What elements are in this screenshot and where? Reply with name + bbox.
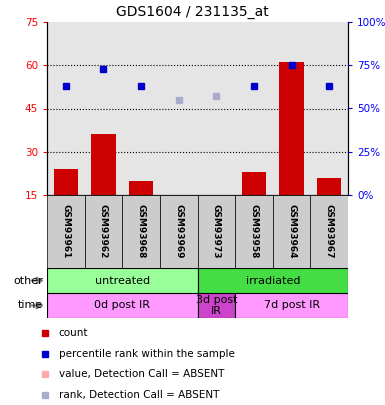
Text: GSM93968: GSM93968 [137, 204, 146, 259]
Bar [166, 195, 191, 198]
Text: 7d post IR: 7d post IR [263, 301, 320, 311]
Bar [47, 293, 198, 318]
Bar [273, 195, 310, 268]
Text: other: other [13, 275, 43, 286]
Bar [54, 169, 78, 195]
Text: untreated: untreated [95, 275, 150, 286]
Bar [198, 268, 348, 293]
Text: rank, Detection Call = ABSENT: rank, Detection Call = ABSENT [59, 390, 219, 400]
Text: GSM93969: GSM93969 [174, 204, 183, 259]
Text: count: count [59, 328, 88, 338]
Text: percentile rank within the sample: percentile rank within the sample [59, 349, 235, 359]
Bar [122, 22, 160, 195]
Text: GSM93964: GSM93964 [287, 204, 296, 259]
Text: GSM93973: GSM93973 [212, 204, 221, 259]
Bar [91, 134, 115, 195]
Bar [198, 22, 235, 195]
Bar [122, 195, 160, 268]
Bar [317, 178, 341, 195]
Bar [47, 22, 85, 195]
Text: 0d post IR: 0d post IR [94, 301, 150, 311]
Bar [47, 195, 85, 268]
Bar [47, 268, 198, 293]
Bar [273, 22, 310, 195]
Text: time: time [18, 301, 43, 311]
Bar [310, 22, 348, 195]
Text: GSM93958: GSM93958 [249, 204, 258, 259]
Bar [235, 22, 273, 195]
Bar [310, 195, 348, 268]
Text: value, Detection Call = ABSENT: value, Detection Call = ABSENT [59, 369, 224, 379]
Bar [242, 172, 266, 195]
Bar [129, 181, 153, 195]
Bar [204, 195, 229, 198]
Text: irradiated: irradiated [246, 275, 300, 286]
Bar [160, 22, 198, 195]
Bar [198, 293, 235, 318]
Text: GSM93967: GSM93967 [325, 204, 334, 259]
Text: GDS1604 / 231135_at: GDS1604 / 231135_at [116, 5, 269, 19]
Text: 3d post
IR: 3d post IR [196, 295, 237, 316]
Bar [235, 293, 348, 318]
Bar [160, 195, 198, 268]
Text: GSM93962: GSM93962 [99, 204, 108, 259]
Text: GSM93961: GSM93961 [61, 204, 70, 259]
Bar [85, 195, 122, 268]
Bar [235, 195, 273, 268]
Bar [85, 22, 122, 195]
Bar [198, 195, 235, 268]
Bar [280, 62, 304, 195]
